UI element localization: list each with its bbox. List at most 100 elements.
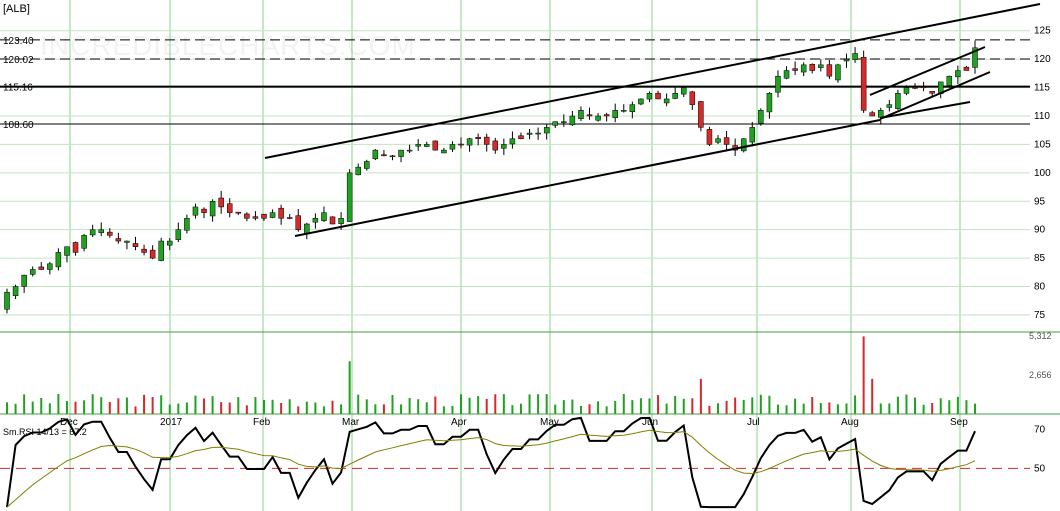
candle-body (758, 110, 764, 124)
volume-bar (939, 398, 942, 414)
candle-body (295, 215, 302, 230)
month-label: Jul (747, 417, 760, 428)
candle-body (483, 136, 490, 145)
volume-bar (734, 397, 737, 414)
rsi-label: Sm.RSI 14/13 = 67.2 (3, 427, 87, 437)
candle-body (586, 114, 593, 117)
rsi-panel (0, 416, 1030, 509)
volume-bar (776, 404, 779, 414)
candle-body (775, 75, 781, 93)
volume-bar (160, 395, 163, 414)
volume-bar (177, 403, 180, 414)
candle-body (706, 129, 713, 145)
candle-body (955, 70, 961, 78)
volume-bar (948, 400, 951, 414)
candle-body (449, 144, 456, 150)
volume-bar (922, 404, 925, 414)
candle-body (286, 217, 293, 219)
candle-body (321, 212, 327, 222)
candle-body (441, 149, 447, 154)
price-tick-label: 75 (1034, 310, 1046, 321)
trendline (869, 46, 986, 96)
volume-bar (382, 404, 385, 414)
candle-body (826, 64, 833, 77)
volume-bar (100, 397, 103, 414)
candle-body (895, 93, 901, 109)
price-tick-label: 105 (1034, 139, 1051, 150)
candle-body (912, 87, 918, 89)
price-tick-label: 95 (1034, 196, 1046, 207)
candle-body (663, 98, 670, 104)
rsi-tick-label: 70 (1034, 425, 1046, 436)
volume-bar (896, 396, 899, 414)
candle-body (929, 91, 935, 94)
month-label: Aug (841, 417, 859, 428)
month-label: Sep (950, 417, 968, 428)
candle-body (518, 135, 524, 139)
candle-body (338, 218, 344, 224)
candle-body (364, 161, 370, 169)
trendline (264, 3, 1041, 159)
volume-bar (974, 403, 976, 414)
symbol-label: [ALB] (3, 3, 30, 15)
candle-body (89, 229, 96, 236)
candles (4, 40, 978, 314)
volume-bar (460, 394, 463, 414)
candle-body (278, 207, 284, 219)
candle-body (226, 203, 233, 213)
candle-body (72, 242, 79, 253)
horizontal-level-label: 120.02 (3, 55, 34, 66)
candle-body (543, 127, 550, 134)
volume-bar (614, 401, 617, 414)
volume-bar (674, 395, 677, 414)
candle-body (509, 138, 516, 145)
volume-bar (879, 403, 882, 414)
volume-bar (785, 405, 788, 414)
volume-bar (819, 403, 822, 414)
candle-body (843, 58, 850, 62)
candle-body (235, 211, 242, 214)
candle-body (749, 127, 756, 143)
candle-body (389, 155, 396, 158)
volume-bar (588, 404, 591, 414)
candle-body (492, 140, 499, 151)
month-label: Dec (60, 417, 78, 428)
candle-body (603, 114, 610, 117)
candle-body (638, 98, 644, 105)
month-label: 2017 (160, 417, 183, 428)
volume-bar (545, 394, 548, 414)
horizontal-level-label: 115.16 (3, 83, 33, 94)
volume-bar (262, 400, 265, 414)
candle-body (561, 121, 567, 123)
volume-bar (511, 405, 514, 414)
volume-bar (6, 402, 8, 414)
volume-bar (862, 336, 865, 414)
volume-bar (494, 394, 497, 414)
volume-bar (245, 405, 248, 414)
volume-bar (417, 399, 420, 414)
volume-bar (340, 404, 343, 414)
volume-bar (280, 403, 283, 414)
volume-bar (185, 402, 188, 414)
volume-bar (836, 404, 839, 414)
volume-bar (657, 395, 660, 414)
trendline (879, 71, 991, 120)
volume-bar (717, 403, 720, 414)
candle-body (244, 213, 250, 219)
candle-body (4, 291, 10, 310)
candle-body (21, 274, 27, 287)
volume-bar (31, 401, 34, 414)
volume-bar (168, 404, 171, 414)
candle-body (209, 201, 216, 217)
volume-bar (597, 401, 600, 414)
volume-bar (408, 398, 411, 414)
volume-bar (143, 394, 146, 414)
volume-bar (914, 397, 917, 414)
candle-body (372, 149, 379, 160)
candle-body (47, 263, 53, 270)
volume-bar (811, 397, 814, 414)
volume-bar (699, 378, 702, 414)
trendlines (264, 3, 1041, 237)
candle-body (689, 91, 696, 105)
